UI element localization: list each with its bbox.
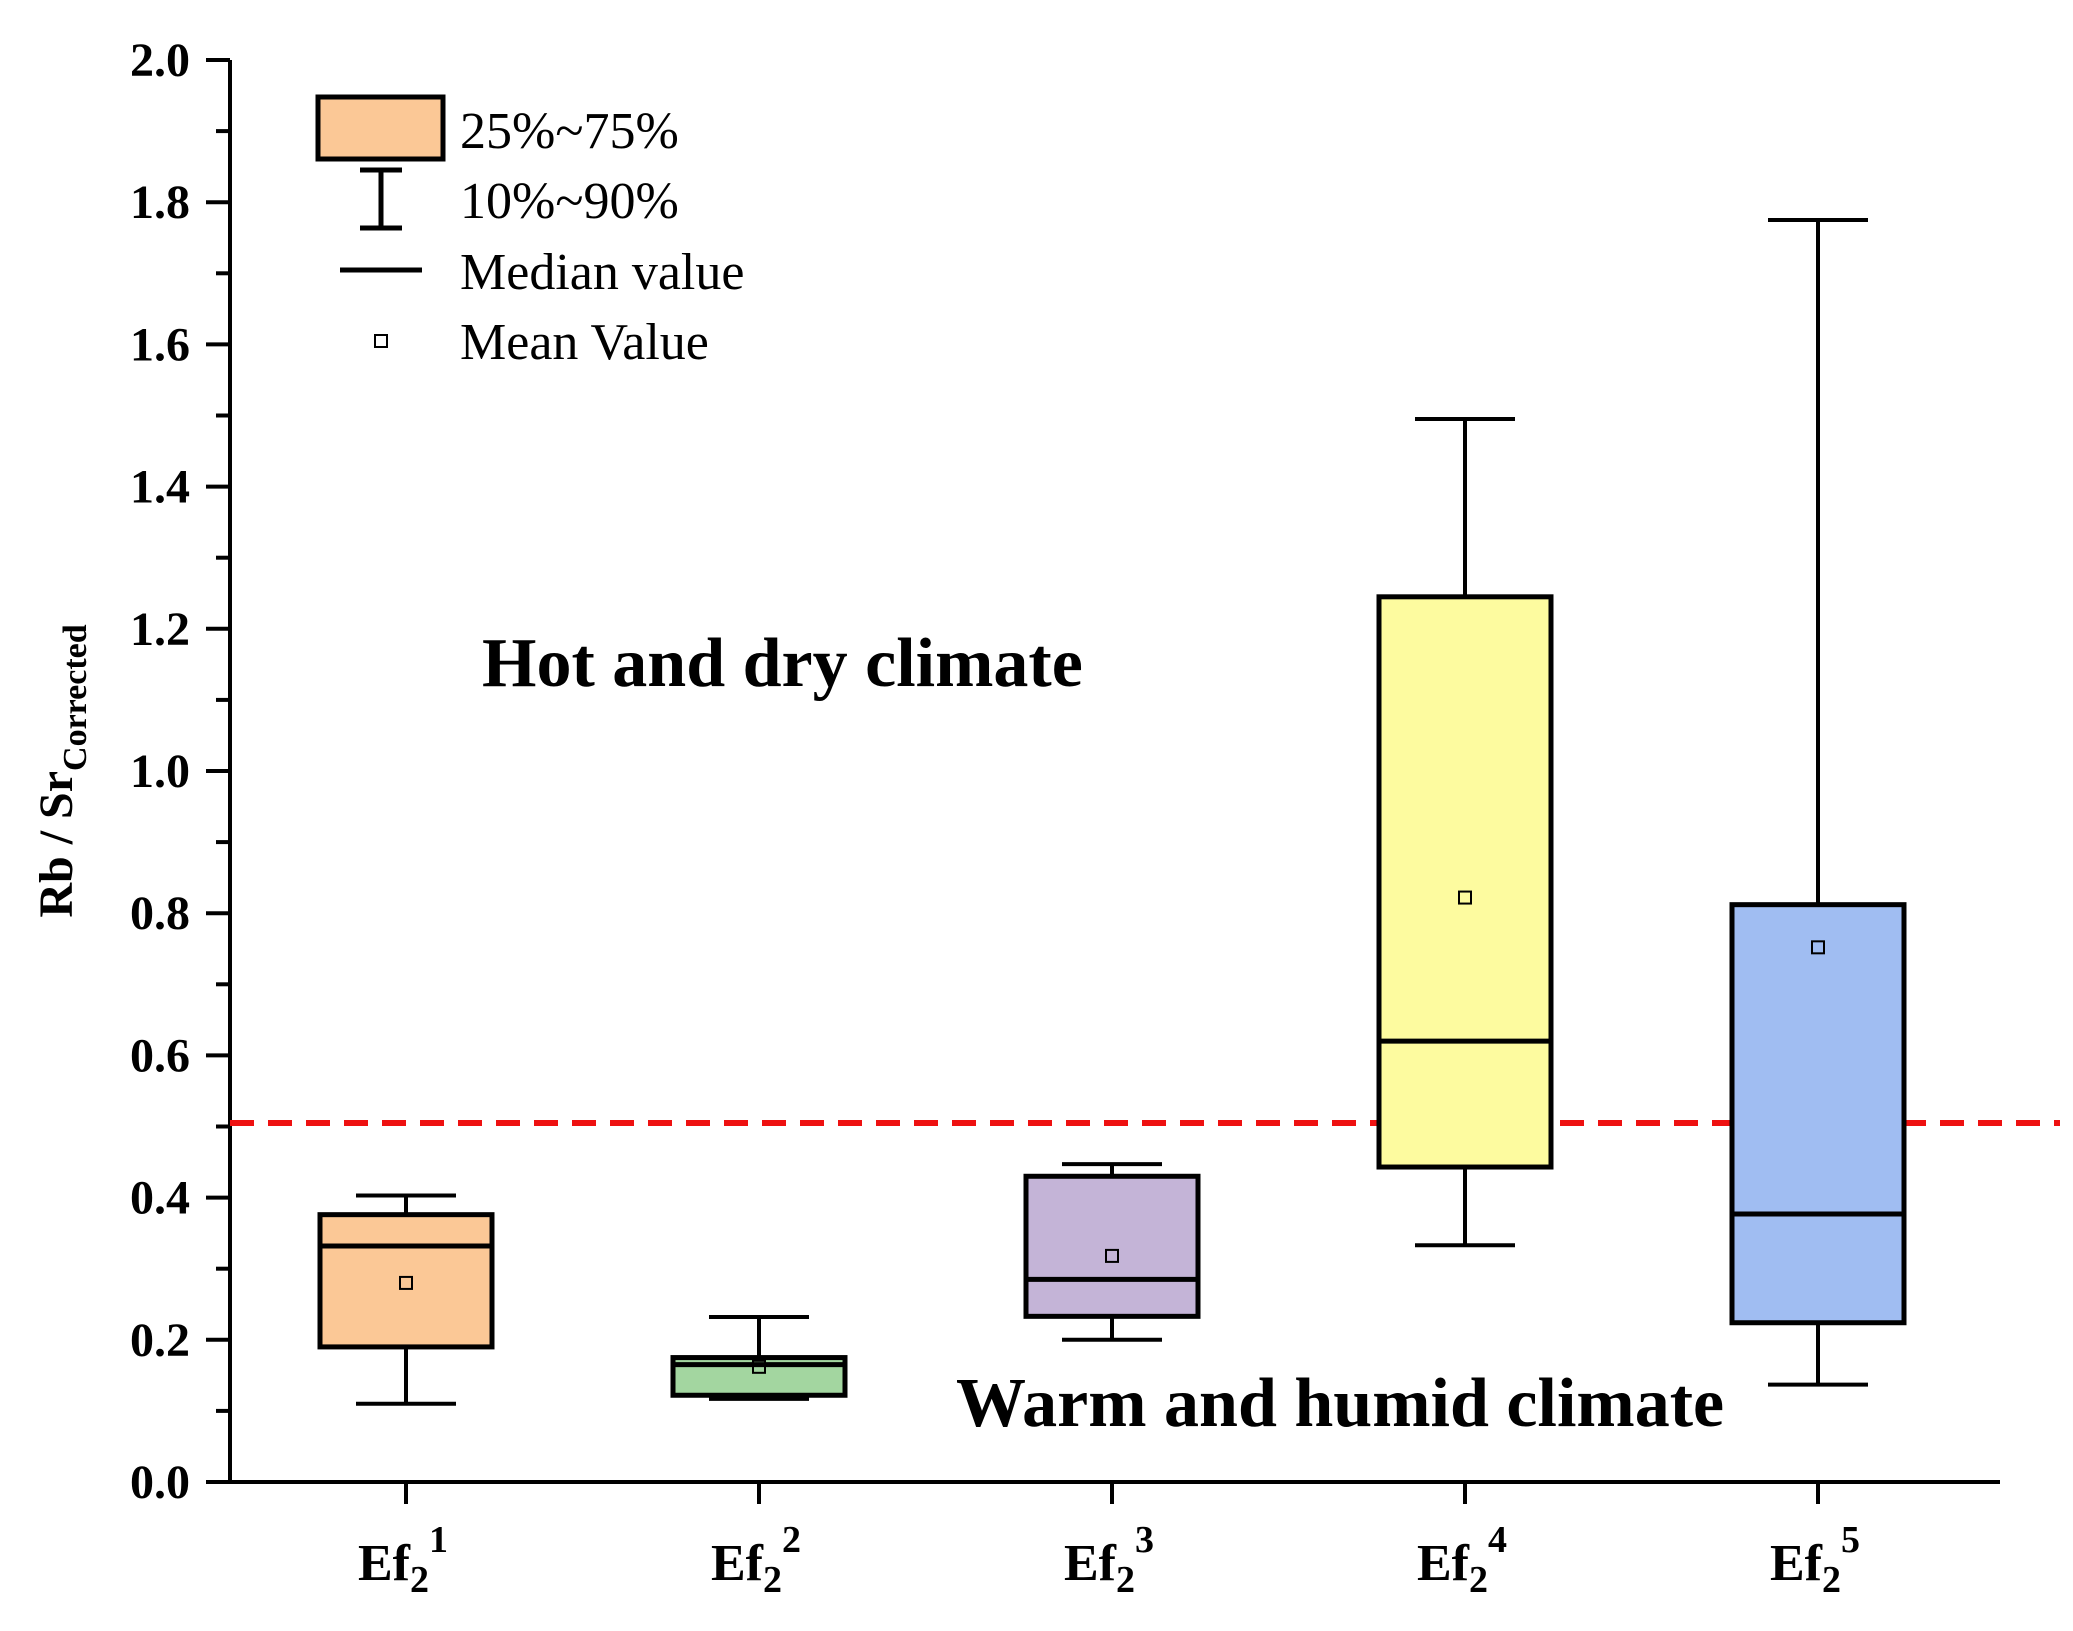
mean-marker: [752, 1359, 766, 1374]
y-tick-label: 1.2: [130, 603, 190, 656]
mean-marker: [1458, 890, 1472, 905]
x-tick-label: Ef25: [1770, 1519, 1860, 1601]
box-4: [1376, 417, 1554, 1248]
y-tick-label: 2.0: [130, 34, 190, 87]
legend-box-swatch: [315, 94, 446, 162]
y-tick-label: 0.2: [130, 1314, 190, 1367]
y-tick-label: 0.8: [130, 887, 190, 940]
x-tick-label: Ef24: [1417, 1519, 1507, 1601]
y-tick-label: 0.4: [130, 1172, 190, 1225]
y-axis-label: Rb / SrCorrected: [30, 624, 94, 917]
y-tick-label: 0.6: [130, 1029, 190, 1082]
box-2: [670, 1315, 848, 1401]
y-tick-label: 1.6: [130, 318, 190, 371]
box-5: [1729, 217, 1907, 1387]
annotation-hot-dry: Hot and dry climate: [482, 625, 1083, 702]
x-ticks: Ef21 Ef22 Ef23 Ef24 Ef25: [358, 1482, 1860, 1601]
mean-marker: [1105, 1248, 1119, 1263]
y-tick-label: 0.0: [130, 1456, 190, 1509]
mean-marker: [1811, 940, 1825, 955]
legend-box-label: 25%~75%: [460, 103, 679, 160]
box-3: [1023, 1162, 1201, 1342]
iqr-box: [1729, 902, 1907, 1326]
y-axis-label-main: Rb / Sr: [30, 771, 83, 918]
x-tick-label: Ef23: [1064, 1519, 1154, 1601]
legend-median-label: Median value: [460, 244, 744, 301]
legend-mean-label: Mean Value: [460, 314, 709, 371]
y-tick-label: 1.0: [130, 745, 190, 798]
y-tick-label: 1.8: [130, 176, 190, 229]
iqr-box: [1376, 594, 1554, 1170]
x-tick-label: Ef21: [358, 1519, 448, 1601]
annotation-warm-humid: Warm and humid climate: [956, 1365, 1724, 1442]
box-series: [317, 217, 1907, 1406]
y-tick-label: 1.4: [130, 461, 190, 514]
iqr-box: [1023, 1173, 1201, 1319]
legend: 25%~75% 10%~90% Median value Mean Value: [315, 94, 744, 371]
x-tick-label: Ef22: [711, 1519, 801, 1601]
legend-whisker-icon: [360, 167, 402, 231]
legend-mean-icon: [374, 334, 388, 348]
legend-whisker-label: 10%~90%: [460, 173, 679, 230]
box-1: [317, 1193, 495, 1406]
iqr-box: [317, 1212, 495, 1350]
mean-marker: [399, 1275, 413, 1290]
y-axis-label-subscript: Corrected: [57, 624, 94, 771]
y-ticks: 0.0 0.2 0.4 0.6 0.8 1.0 1.2 1.4 1.6 1.8 2.0: [130, 34, 230, 1509]
